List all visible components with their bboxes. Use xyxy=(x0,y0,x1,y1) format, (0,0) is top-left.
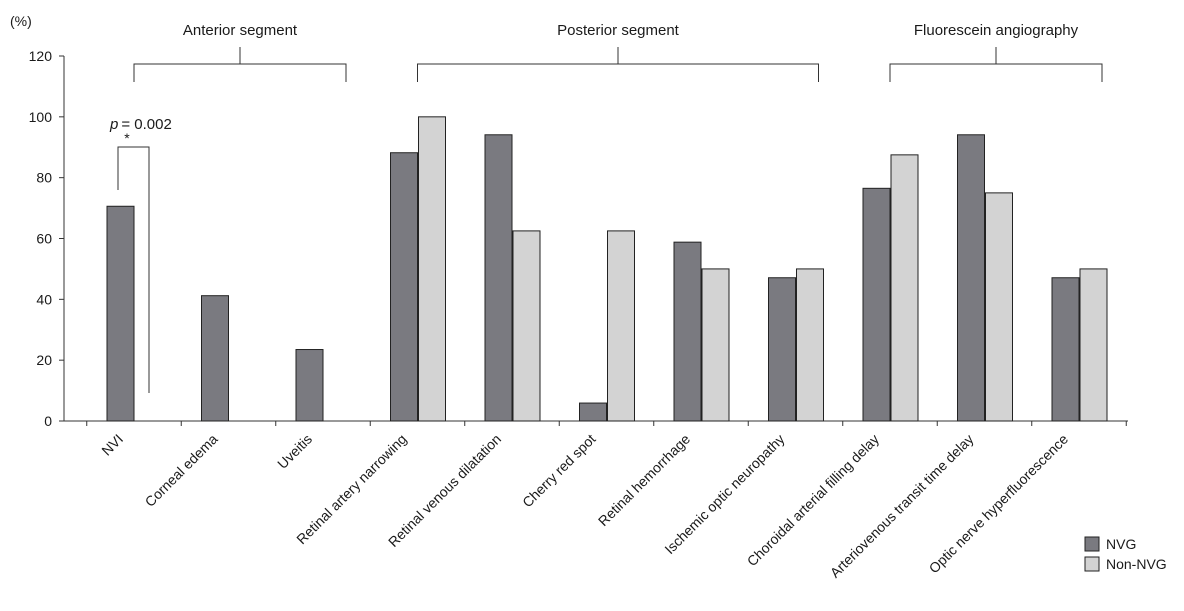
significance-bracket xyxy=(117,146,150,393)
legend: NVG Non-NVG xyxy=(1084,536,1167,572)
y-tick-label: 40 xyxy=(36,291,52,307)
bar-nvg xyxy=(390,152,418,422)
x-tick-label: Retinal hemorrhage xyxy=(595,431,693,529)
bar-nvg xyxy=(1051,277,1080,422)
group-bracket xyxy=(889,47,1103,82)
bars xyxy=(106,116,1108,422)
bar-non-nvg xyxy=(796,268,824,422)
bar-nvg xyxy=(579,402,607,422)
x-tick-label: Retinal artery narrowing xyxy=(293,431,409,547)
legend-label: NVG xyxy=(1106,536,1136,552)
bar-non-nvg xyxy=(985,192,1013,422)
significance-annotation: p = 0.002 * xyxy=(109,116,172,393)
bar-non-nvg xyxy=(607,230,635,422)
y-tick-label: 20 xyxy=(36,352,52,368)
x-tick-label: Cherry red spot xyxy=(519,431,599,511)
bar-nvg xyxy=(673,241,702,422)
bar-nvg xyxy=(295,349,324,422)
bar-nvg xyxy=(957,134,985,422)
y-tick-label: 120 xyxy=(29,48,53,64)
significance-star: * xyxy=(124,130,130,146)
group-bracket xyxy=(133,47,347,82)
legend-swatch xyxy=(1084,556,1100,572)
y-tick-label: 100 xyxy=(29,109,53,125)
y-tick-label: 0 xyxy=(44,413,52,429)
bar-nvg xyxy=(768,277,796,422)
bar-nvg xyxy=(484,134,513,422)
group-label: Fluorescein angiography xyxy=(914,22,1079,39)
group-label: Anterior segment xyxy=(183,22,298,39)
x-tick-label: Corneal edema xyxy=(142,431,221,510)
group-label: Posterior segment xyxy=(557,22,680,39)
bar-nvg xyxy=(106,205,135,422)
bar-non-nvg xyxy=(1079,268,1108,422)
y-tick-label: 60 xyxy=(36,231,52,247)
bar-nvg xyxy=(862,187,891,422)
bar-non-nvg xyxy=(701,268,730,422)
bar-nvg xyxy=(201,295,229,422)
x-tick-label: Uveitis xyxy=(274,431,315,472)
p-value-label: p = 0.002 xyxy=(109,116,172,133)
y-tick-label: 80 xyxy=(36,170,52,186)
p-symbol: p xyxy=(109,116,118,133)
y-ticks: 0 20 40 60 80 100 120 xyxy=(29,48,64,429)
bar-non-nvg xyxy=(512,230,541,422)
group-bracket xyxy=(417,47,819,82)
p-value: = 0.002 xyxy=(121,116,171,133)
x-tick-label: NVI xyxy=(98,431,126,459)
bar-non-nvg xyxy=(418,116,446,422)
bar-non-nvg xyxy=(890,154,919,422)
legend-swatch xyxy=(1084,536,1100,552)
group-brackets: Anterior segment Posterior segment Fluores… xyxy=(133,22,1103,82)
y-axis-label: (%) xyxy=(10,13,32,29)
legend-label: Non-NVG xyxy=(1106,556,1167,572)
